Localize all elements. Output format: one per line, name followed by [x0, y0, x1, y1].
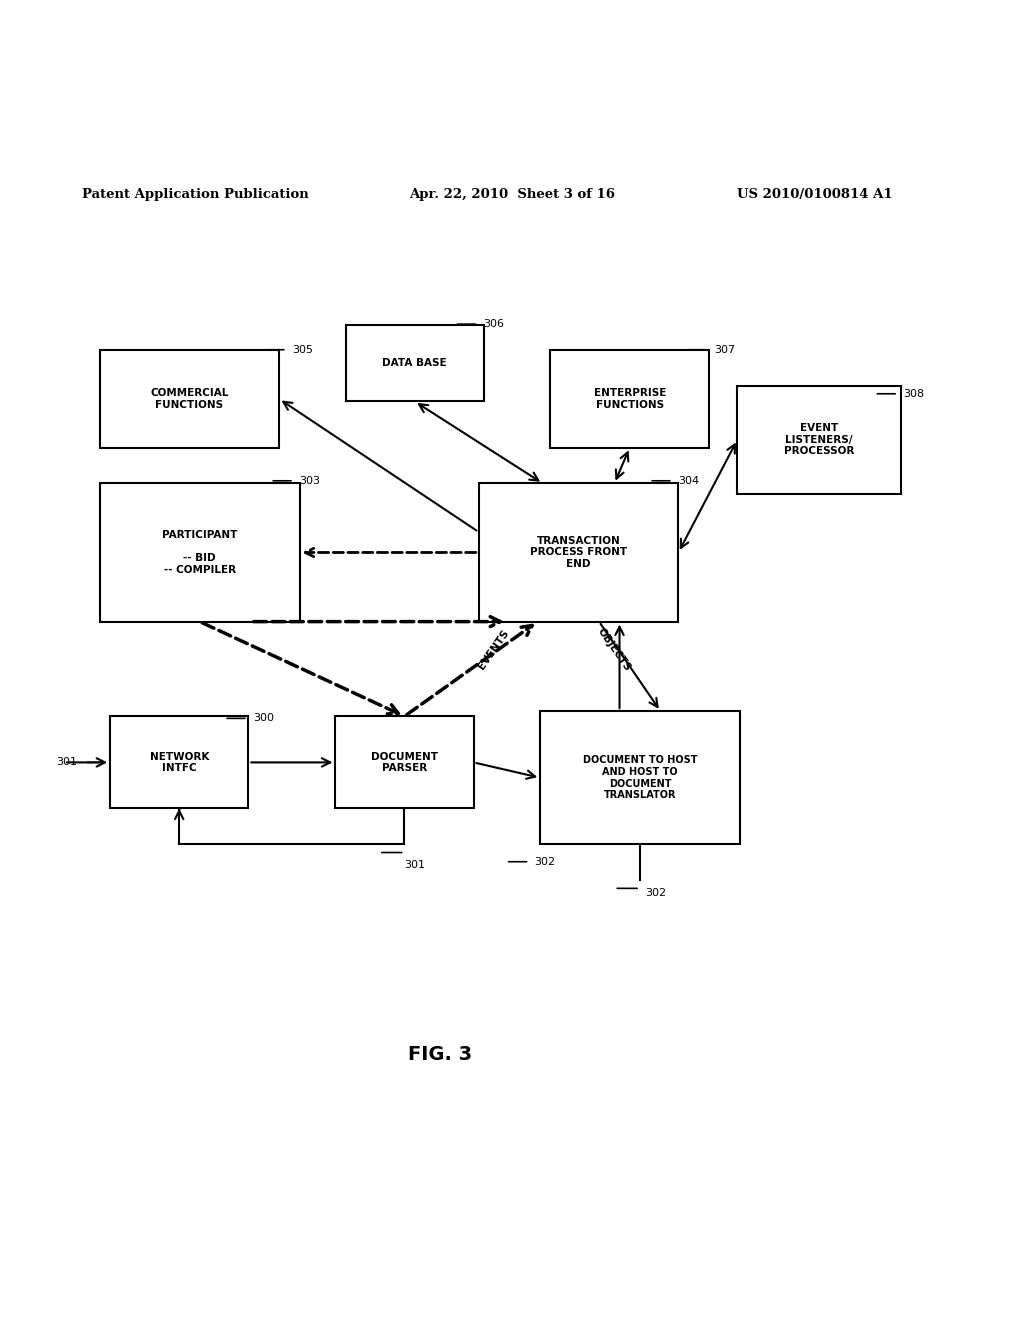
Text: 306: 306 — [483, 319, 505, 329]
FancyBboxPatch shape — [100, 483, 299, 622]
Text: DATA BASE: DATA BASE — [382, 358, 447, 368]
FancyBboxPatch shape — [478, 483, 678, 622]
FancyBboxPatch shape — [346, 325, 484, 401]
Text: 302: 302 — [645, 888, 667, 899]
Text: NETWORK
INTFC: NETWORK INTFC — [150, 751, 209, 774]
Text: OBJECTS: OBJECTS — [596, 627, 633, 673]
Text: Patent Application Publication: Patent Application Publication — [82, 187, 308, 201]
Text: DOCUMENT
PARSER: DOCUMENT PARSER — [371, 751, 438, 774]
FancyBboxPatch shape — [100, 350, 279, 447]
Text: 307: 307 — [714, 345, 735, 355]
Text: TRANSACTION
PROCESS FRONT
END: TRANSACTION PROCESS FRONT END — [530, 536, 627, 569]
FancyBboxPatch shape — [551, 350, 709, 447]
FancyBboxPatch shape — [110, 717, 248, 808]
Text: 305: 305 — [292, 345, 313, 355]
Text: 302: 302 — [535, 857, 556, 867]
Text: 301: 301 — [404, 859, 426, 870]
Text: ENTERPRISE
FUNCTIONS: ENTERPRISE FUNCTIONS — [594, 388, 666, 409]
FancyBboxPatch shape — [737, 385, 901, 494]
FancyBboxPatch shape — [336, 717, 473, 808]
FancyBboxPatch shape — [541, 711, 739, 845]
Text: DOCUMENT TO HOST
AND HOST TO
DOCUMENT
TRANSLATOR: DOCUMENT TO HOST AND HOST TO DOCUMENT TR… — [583, 755, 697, 800]
Text: 308: 308 — [903, 389, 925, 399]
Text: EVENT
LISTENERS/
PROCESSOR: EVENT LISTENERS/ PROCESSOR — [784, 424, 854, 457]
Text: 300: 300 — [253, 713, 274, 723]
Text: 304: 304 — [678, 475, 699, 486]
Text: FIG. 3: FIG. 3 — [409, 1044, 472, 1064]
Text: EVENTS: EVENTS — [476, 628, 511, 672]
Text: Apr. 22, 2010  Sheet 3 of 16: Apr. 22, 2010 Sheet 3 of 16 — [410, 187, 615, 201]
Text: US 2010/0100814 A1: US 2010/0100814 A1 — [737, 187, 893, 201]
Text: COMMERCIAL
FUNCTIONS: COMMERCIAL FUNCTIONS — [151, 388, 228, 409]
Text: 303: 303 — [299, 475, 321, 486]
Text: 301: 301 — [55, 758, 77, 767]
Text: PARTICIPANT

-- BID
-- COMPILER: PARTICIPANT -- BID -- COMPILER — [162, 531, 238, 576]
